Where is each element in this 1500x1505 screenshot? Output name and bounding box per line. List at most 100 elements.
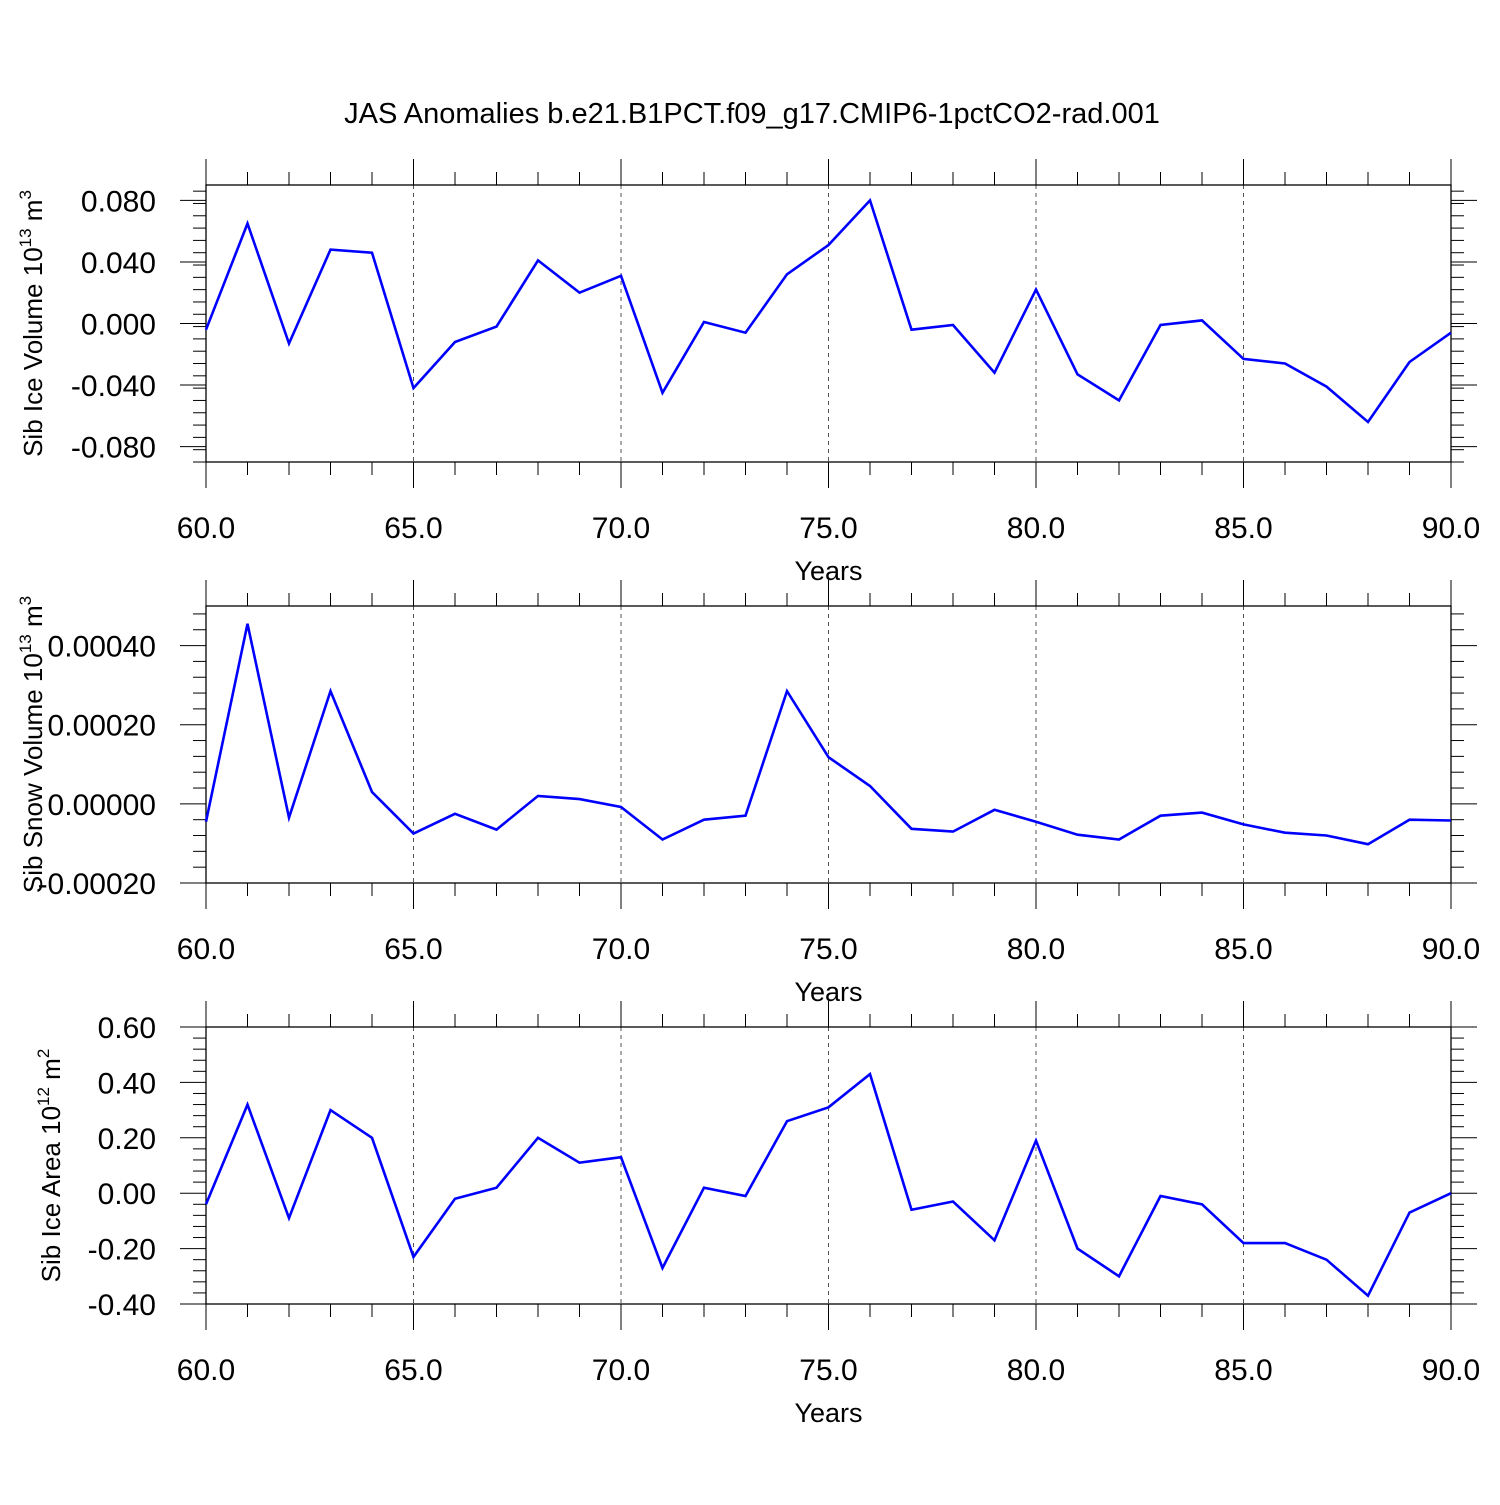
figure-title: JAS Anomalies b.e21.B1PCT.f09_g17.CMIP6-… (344, 98, 1160, 130)
y-axis-label-unit-exponent: 2 (34, 1049, 53, 1058)
x-tick-label: 75.0 (799, 1354, 857, 1387)
data-point (827, 243, 831, 247)
data-point (951, 1200, 955, 1204)
data-point (1117, 398, 1121, 402)
data-point (1366, 842, 1370, 846)
y-tick-label: 0.000 (81, 309, 156, 342)
data-point (1408, 360, 1412, 364)
y-tick-label: 0.00 (98, 1178, 156, 1211)
data-point (1117, 1274, 1121, 1278)
x-tick-label: 90.0 (1422, 512, 1480, 545)
x-tick-label: 80.0 (1007, 933, 1065, 966)
data-point (412, 1255, 416, 1259)
data-point (1366, 420, 1370, 424)
data-point (204, 820, 208, 824)
x-tick-label: 75.0 (799, 933, 857, 966)
data-point (993, 1238, 997, 1242)
data-point (1159, 814, 1163, 818)
x-tick-label: 90.0 (1422, 933, 1480, 966)
data-point (868, 198, 872, 202)
data-point (1449, 1191, 1453, 1195)
y-tick-label: 0.040 (81, 247, 156, 280)
x-tick-label: 80.0 (1007, 1354, 1065, 1387)
data-point (910, 1208, 914, 1212)
y-axis-label-unit: m (36, 1058, 66, 1087)
data-point (1449, 818, 1453, 822)
data-point (1283, 1241, 1287, 1245)
data-point (536, 794, 540, 798)
data-point (287, 1216, 291, 1220)
data-point (246, 221, 250, 225)
y-axis-label-text: Sib Ice Volume 10 (18, 247, 48, 457)
x-tick-label: 90.0 (1422, 1354, 1480, 1387)
data-point (661, 837, 665, 841)
chart-panel-1: 60.0 65.0 70.0 75.0 80.0 85.0 90.0Years0.0800.… (16, 159, 1480, 586)
x-tick-label: 85.0 (1214, 933, 1272, 966)
x-tick-label: 60.0 (177, 1354, 235, 1387)
x-tick-label: 70.0 (592, 512, 650, 545)
data-point (951, 830, 955, 834)
x-tick-label: 60.0 (177, 933, 235, 966)
data-point (1200, 1202, 1204, 1206)
data-point (1034, 820, 1038, 824)
data-point (1117, 837, 1121, 841)
chart-panel-2: 60.0 65.0 70.0 75.0 80.0 85.0 90.0Years0.00040… (16, 580, 1480, 1007)
data-point (1242, 357, 1246, 361)
x-tick-label: 85.0 (1214, 512, 1272, 545)
data-point (329, 248, 333, 252)
data-point (536, 258, 540, 262)
data-point (1159, 1194, 1163, 1198)
x-tick-label: 75.0 (799, 512, 857, 545)
data-point (993, 808, 997, 812)
y-tick-label: 0.60 (98, 1012, 156, 1045)
data-point (744, 1194, 748, 1198)
data-point (1283, 831, 1287, 835)
data-point (1366, 1294, 1370, 1298)
data-point (495, 828, 499, 832)
data-point (578, 797, 582, 801)
y-tick-label: 0.20 (98, 1123, 156, 1156)
data-point (702, 320, 706, 324)
data-point (702, 818, 706, 822)
data-point (370, 790, 374, 794)
y-axis-label-unit-exponent: 3 (16, 190, 35, 199)
data-point (453, 812, 457, 816)
data-point (1076, 1247, 1080, 1251)
data-point (619, 805, 623, 809)
x-tick-label: 65.0 (384, 512, 442, 545)
data-point (453, 1197, 457, 1201)
y-tick-label: -0.080 (71, 432, 156, 465)
data-point (1408, 818, 1412, 822)
data-point (287, 816, 291, 820)
series-line (204, 197, 1452, 424)
y-axis-label-exponent: 13 (16, 228, 35, 247)
data-point (1242, 822, 1246, 826)
data-point (702, 1186, 706, 1190)
data-point (1159, 323, 1163, 327)
data-point (1283, 362, 1287, 366)
y-axis-label-unit-exponent: 3 (16, 596, 35, 605)
data-point (578, 1161, 582, 1165)
y-tick-label: 0.00040 (48, 631, 156, 664)
y-tick-label: 0.080 (81, 185, 156, 218)
x-tick-label: 60.0 (177, 512, 235, 545)
x-tick-label: 65.0 (384, 1354, 442, 1387)
data-point (495, 1186, 499, 1190)
data-point (744, 331, 748, 335)
data-point (1325, 385, 1329, 389)
data-point (744, 814, 748, 818)
y-axis-label-exponent: 12 (34, 1087, 53, 1106)
data-point (1325, 1258, 1329, 1262)
data-point (910, 328, 914, 332)
data-point (246, 622, 250, 626)
y-tick-label: -0.00020 (38, 868, 156, 901)
y-axis-label-unit: m (18, 200, 48, 229)
data-point (578, 291, 582, 295)
data-point (370, 1136, 374, 1140)
data-point (785, 1119, 789, 1123)
x-tick-label: 80.0 (1007, 512, 1065, 545)
data-point (370, 251, 374, 255)
data-point (329, 689, 333, 693)
